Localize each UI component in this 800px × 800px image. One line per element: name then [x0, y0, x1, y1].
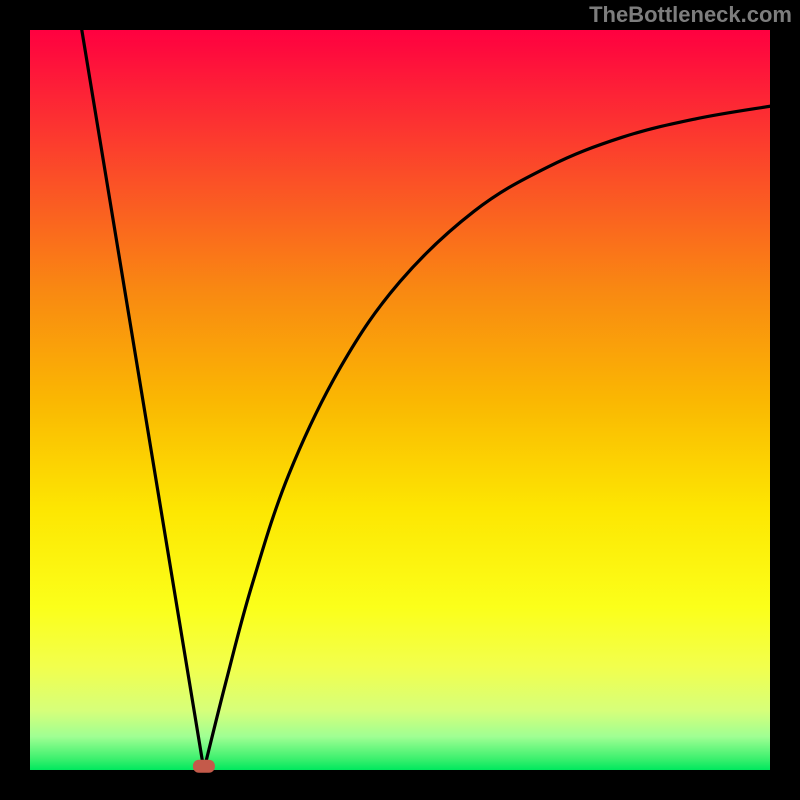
- chart-stage: TheBottleneck.com: [0, 0, 800, 800]
- minimum-marker: [193, 760, 215, 773]
- plot-background: [30, 30, 770, 770]
- chart-svg: [0, 0, 800, 800]
- watermark-label: TheBottleneck.com: [589, 2, 792, 28]
